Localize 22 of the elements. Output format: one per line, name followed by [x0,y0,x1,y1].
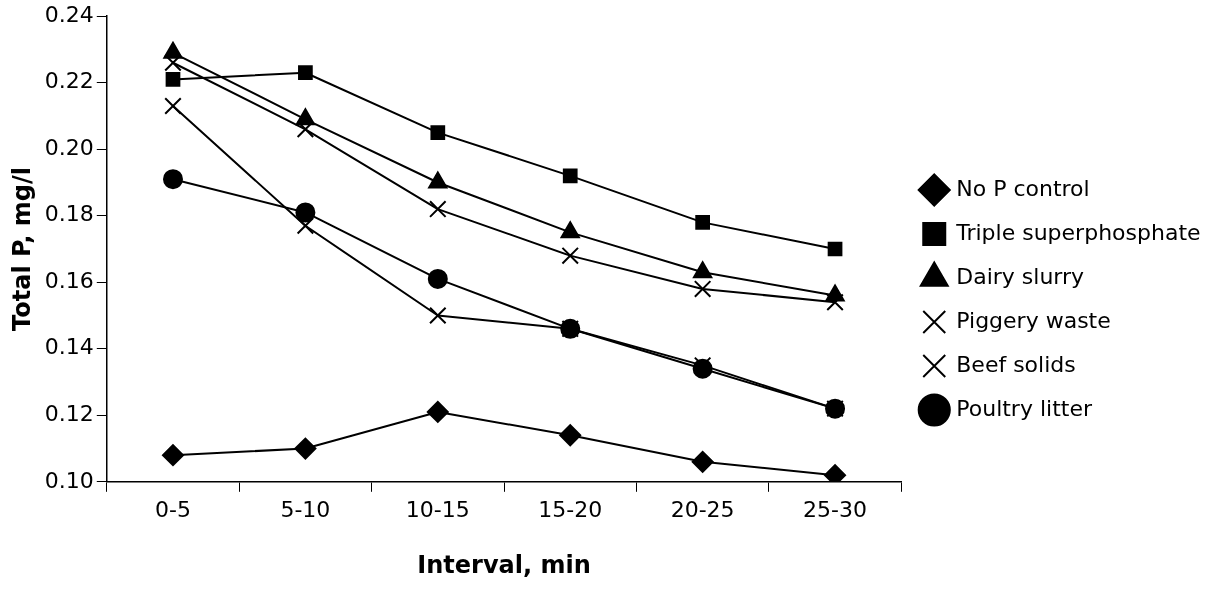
x-tick-label: 15-20 [538,496,603,522]
x-tick-label: 0-5 [155,496,191,522]
y-tick-label: 0.22 [44,68,94,94]
y-tick-label: 0.24 [44,1,94,27]
legend-label: Triple superphosphate [955,219,1201,245]
x-tick-label: 25-30 [803,496,868,522]
y-axis-title: Total P, mg/l [7,167,36,331]
y-tick-label: 0.10 [44,467,94,493]
y-tick-label: 0.16 [44,267,94,293]
legend-label: No P control [956,175,1090,201]
legend-label: Piggery waste [956,307,1111,333]
x-tick-label: 5-10 [280,496,331,522]
x-axis-title: Interval, min [417,550,591,579]
y-tick-label: 0.14 [44,334,94,360]
legend-label: Beef solids [956,351,1076,377]
legend-label: Poultry litter [956,395,1093,421]
x-tick-label: 20-25 [670,496,735,522]
y-tick-label: 0.12 [44,401,94,426]
y-tick-label: 0.20 [44,134,94,160]
x-tick-label: 10-15 [405,496,470,522]
legend-label: Dairy slurry [956,263,1085,289]
y-tick-label: 0.18 [44,201,94,227]
